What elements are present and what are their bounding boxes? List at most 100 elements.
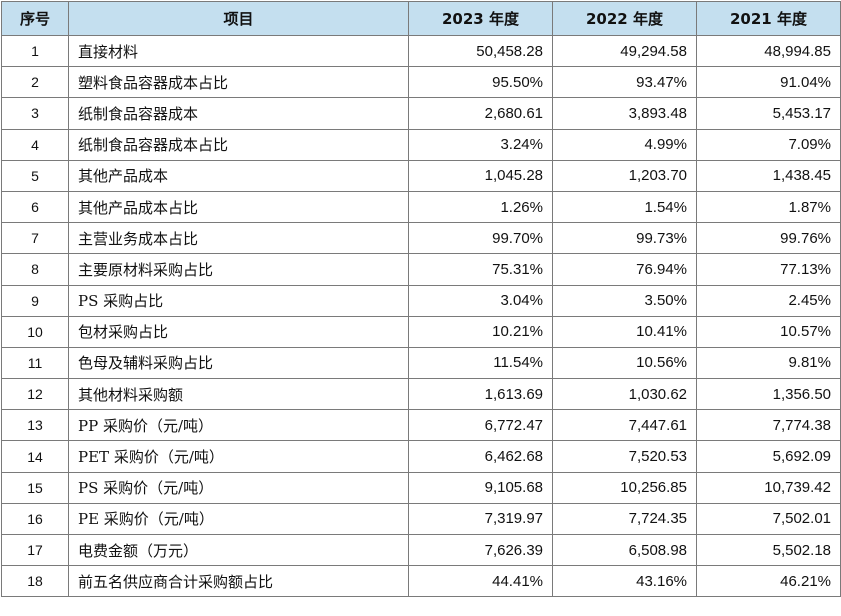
value-2023: 1.26% <box>408 190 553 224</box>
value-2023: 6,462.68 <box>408 440 553 473</box>
value-2023: 11.54% <box>408 346 553 380</box>
row-item: 前五名供应商合计采购额占比 <box>68 565 409 598</box>
row-index: 11 <box>1 346 69 380</box>
header-row: 序号 项目 2023 年度 2022 年度 2021 年度 <box>1 1 841 36</box>
table-row: 14 PET 采购价（元/吨） 6,462.68 7,520.53 5,692.09 <box>1 440 841 473</box>
row-item: 色母及辅料采购占比 <box>68 346 409 380</box>
value-2023: 3.04% <box>408 284 553 317</box>
header-year-2022: 2022 年度 <box>552 1 697 36</box>
value-2022: 43.16% <box>552 565 697 598</box>
row-index: 3 <box>1 97 69 130</box>
table-row: 11 色母及辅料采购占比 11.54% 10.56% 9.81% <box>1 346 841 380</box>
row-item: 纸制食品容器成本占比 <box>68 128 409 161</box>
value-2023: 2,680.61 <box>408 97 553 130</box>
value-2022: 1.54% <box>552 190 697 224</box>
row-item: 其他产品成本 <box>68 159 409 192</box>
value-2021: 1,356.50 <box>696 378 841 411</box>
value-2021: 5,692.09 <box>696 440 841 473</box>
value-2021: 5,502.18 <box>696 533 841 567</box>
value-2021: 1.87% <box>696 190 841 224</box>
value-2023: 50,458.28 <box>408 34 553 68</box>
table-row: 3 纸制食品容器成本 2,680.61 3,893.48 5,453.17 <box>1 97 841 130</box>
data-table: 序号 项目 2023 年度 2022 年度 2021 年度 1 直接材料 50,45… <box>1 1 841 598</box>
value-2021: 10.57% <box>696 315 841 348</box>
row-item: 电费金额（万元） <box>68 533 409 567</box>
value-2021: 9.81% <box>696 346 841 380</box>
table-row: 8 主要原材料采购占比 75.31% 76.94% 77.13% <box>1 253 841 286</box>
row-item: 其他产品成本占比 <box>68 190 409 224</box>
value-2021: 2.45% <box>696 284 841 317</box>
value-2023: 7,626.39 <box>408 533 553 567</box>
row-index: 4 <box>1 128 69 161</box>
row-item: 纸制食品容器成本 <box>68 97 409 130</box>
value-2022: 3.50% <box>552 284 697 317</box>
row-index: 1 <box>1 34 69 68</box>
table-row: 15 PS 采购价（元/吨） 9,105.68 10,256.85 10,739.42 <box>1 471 841 504</box>
value-2023: 99.70% <box>408 222 553 255</box>
header-index: 序号 <box>1 1 69 36</box>
row-item: 主营业务成本占比 <box>68 222 409 255</box>
value-2022: 49,294.58 <box>552 34 697 68</box>
row-item: 直接材料 <box>68 34 409 68</box>
row-index: 5 <box>1 159 69 192</box>
value-2022: 93.47% <box>552 66 697 99</box>
value-2022: 7,520.53 <box>552 440 697 473</box>
table-row: 2 塑料食品容器成本占比 95.50% 93.47% 91.04% <box>1 66 841 99</box>
row-item: 主要原材料采购占比 <box>68 253 409 286</box>
table-row: 17 电费金额（万元） 7,626.39 6,508.98 5,502.18 <box>1 533 841 567</box>
value-2022: 7,447.61 <box>552 409 697 442</box>
table-row: 18 前五名供应商合计采购额占比 44.41% 43.16% 46.21% <box>1 565 841 598</box>
row-index: 2 <box>1 66 69 99</box>
table-row: 10 包材采购占比 10.21% 10.41% 10.57% <box>1 315 841 348</box>
table-row: 7 主营业务成本占比 99.70% 99.73% 99.76% <box>1 222 841 255</box>
value-2023: 6,772.47 <box>408 409 553 442</box>
value-2023: 10.21% <box>408 315 553 348</box>
value-2023: 7,319.97 <box>408 502 553 536</box>
table-row: 16 PE 采购价（元/吨） 7,319.97 7,724.35 7,502.01 <box>1 502 841 536</box>
value-2022: 3,893.48 <box>552 97 697 130</box>
table-row: 5 其他产品成本 1,045.28 1,203.70 1,438.45 <box>1 159 841 192</box>
row-index: 9 <box>1 284 69 317</box>
table-row: 6 其他产品成本占比 1.26% 1.54% 1.87% <box>1 190 841 224</box>
header-item: 项目 <box>68 1 409 36</box>
value-2023: 9,105.68 <box>408 471 553 504</box>
value-2022: 1,203.70 <box>552 159 697 192</box>
value-2022: 76.94% <box>552 253 697 286</box>
value-2023: 44.41% <box>408 565 553 598</box>
value-2022: 7,724.35 <box>552 502 697 536</box>
row-index: 17 <box>1 533 69 567</box>
value-2022: 10.41% <box>552 315 697 348</box>
value-2022: 4.99% <box>552 128 697 161</box>
row-item: PS 采购占比 <box>68 284 409 317</box>
value-2023: 75.31% <box>408 253 553 286</box>
table-row: 9 PS 采购占比 3.04% 3.50% 2.45% <box>1 284 841 317</box>
header-year-2023: 2023 年度 <box>408 1 553 36</box>
row-index: 14 <box>1 440 69 473</box>
value-2022: 99.73% <box>552 222 697 255</box>
row-item: 包材采购占比 <box>68 315 409 348</box>
value-2021: 99.76% <box>696 222 841 255</box>
table-body: 1 直接材料 50,458.28 49,294.58 48,994.85 2 塑料食品容器成… <box>1 34 841 598</box>
row-index: 7 <box>1 222 69 255</box>
value-2022: 10.56% <box>552 346 697 380</box>
value-2023: 1,045.28 <box>408 159 553 192</box>
value-2021: 1,438.45 <box>696 159 841 192</box>
value-2021: 91.04% <box>696 66 841 99</box>
table-row: 12 其他材料采购额 1,613.69 1,030.62 1,356.50 <box>1 378 841 411</box>
value-2021: 7,502.01 <box>696 502 841 536</box>
row-index: 16 <box>1 502 69 536</box>
value-2021: 7,774.38 <box>696 409 841 442</box>
row-index: 15 <box>1 471 69 504</box>
row-item: PP 采购价（元/吨） <box>68 409 409 442</box>
table-row: 1 直接材料 50,458.28 49,294.58 48,994.85 <box>1 34 841 68</box>
row-index: 13 <box>1 409 69 442</box>
row-item: PET 采购价（元/吨） <box>68 440 409 473</box>
table-row: 13 PP 采购价（元/吨） 6,772.47 7,447.61 7,774.38 <box>1 409 841 442</box>
value-2021: 5,453.17 <box>696 97 841 130</box>
value-2023: 95.50% <box>408 66 553 99</box>
value-2021: 48,994.85 <box>696 34 841 68</box>
row-index: 12 <box>1 378 69 411</box>
value-2022: 10,256.85 <box>552 471 697 504</box>
value-2022: 6,508.98 <box>552 533 697 567</box>
row-item: PS 采购价（元/吨） <box>68 471 409 504</box>
